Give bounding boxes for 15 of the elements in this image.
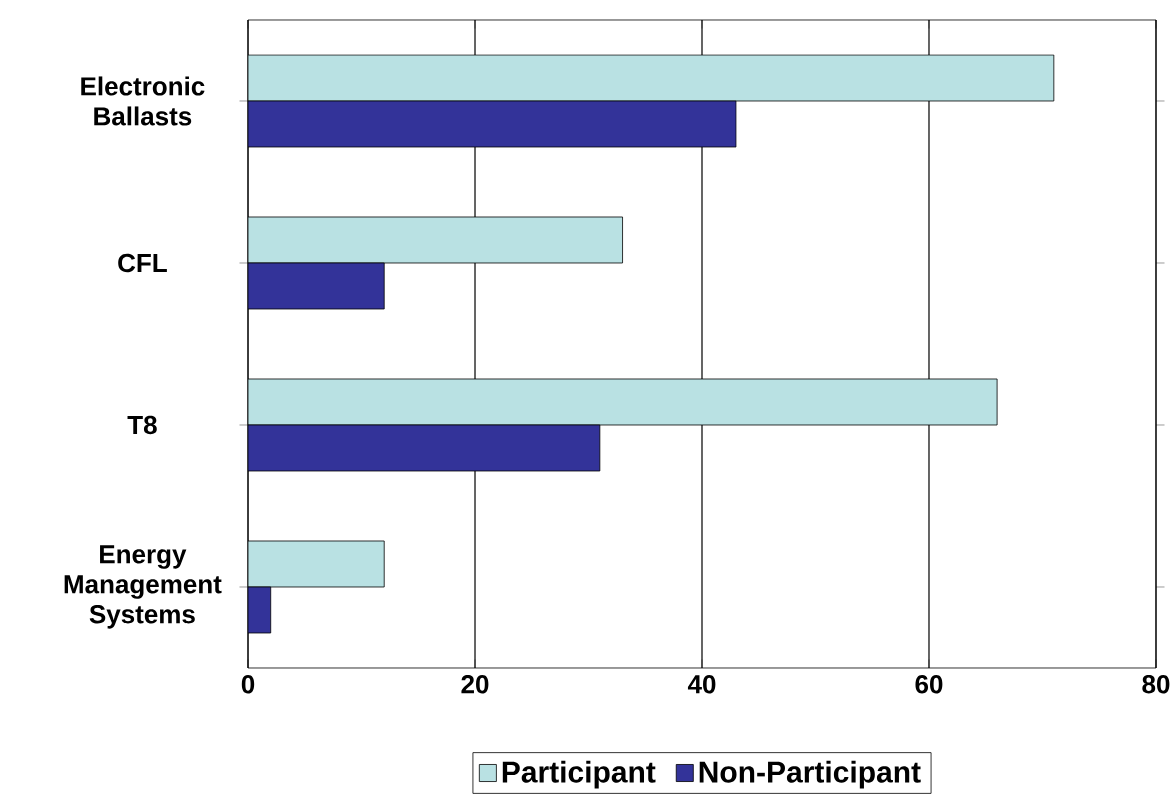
y-tick-label: T8: [127, 415, 157, 435]
legend-label: Participant: [502, 760, 656, 789]
y-tick-label: CFL: [118, 253, 167, 273]
x-tick-label: 20: [461, 675, 489, 694]
y-tick-label: Energy Management Systems: [64, 545, 222, 629]
bar: [248, 216, 623, 264]
x-tick-label: 60: [915, 675, 943, 694]
bar: [248, 378, 998, 426]
x-tick-label: 0: [241, 675, 255, 694]
x-tick-label: 80: [1142, 675, 1170, 694]
x-tick-label: 40: [687, 675, 716, 694]
legend-label: Non-Participant: [699, 760, 921, 789]
y-tick-label: Electronic Ballasts: [81, 76, 205, 126]
bar: [248, 54, 1055, 102]
bar: [248, 540, 385, 588]
